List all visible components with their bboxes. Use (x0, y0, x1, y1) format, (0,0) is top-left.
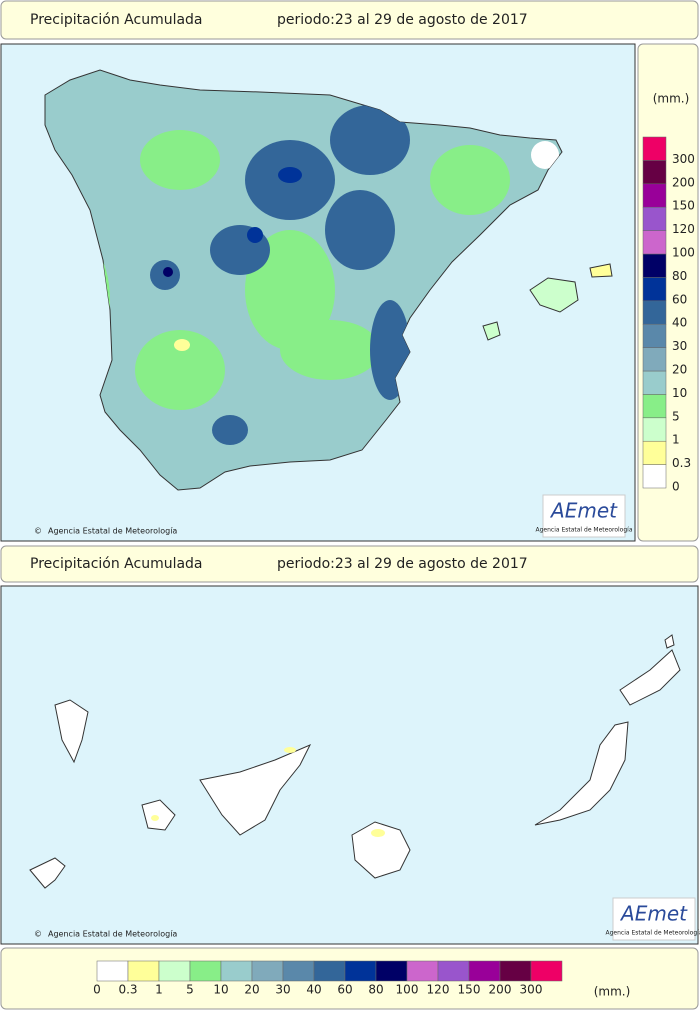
map-title: Precipitación Acumulada (30, 12, 203, 28)
legend-label: 60 (672, 292, 687, 306)
legend-swatch (643, 465, 666, 488)
legend-swatch (376, 961, 407, 981)
legend-label: 10 (672, 386, 687, 400)
legend-swatch (643, 137, 666, 160)
legend-swatch (221, 961, 252, 981)
legend-label: 60 (337, 983, 352, 997)
legend-swatch (531, 961, 562, 981)
legend-swatch (643, 324, 666, 347)
legend-label: 0 (93, 983, 101, 997)
legend-label: 30 (672, 339, 687, 353)
legend-label: 40 (672, 316, 687, 330)
legend-label: 150 (672, 199, 695, 213)
legend-swatch (643, 207, 666, 230)
legend-swatch (643, 277, 666, 300)
rain-area (284, 747, 296, 753)
credit: Agencia Estatal de Meteorología (48, 527, 177, 536)
legend-swatch (643, 160, 666, 183)
legend-swatch (159, 961, 190, 981)
map-panel (1, 586, 698, 944)
credit: Agencia Estatal de Meteorología (48, 930, 177, 939)
legend-label: 150 (458, 983, 481, 997)
legend-swatch (283, 961, 314, 981)
rain-area (371, 829, 385, 837)
legend-swatch (643, 301, 666, 324)
legend-swatch (97, 961, 128, 981)
legend-label: 0.3 (672, 456, 691, 470)
legend-label: 0.3 (118, 983, 137, 997)
legend-swatch (345, 961, 376, 981)
credit: © (34, 930, 42, 939)
legend-label: 300 (520, 983, 543, 997)
legend-label: 20 (244, 983, 259, 997)
legend-label: 80 (368, 983, 383, 997)
legend-swatch (407, 961, 438, 981)
legend-units: (mm.) (653, 92, 690, 106)
legend-label: 200 (672, 175, 695, 189)
legend-label: 120 (672, 222, 695, 236)
logo: AEmet (549, 499, 618, 523)
legend-label: 1 (155, 983, 163, 997)
legend-label: 30 (275, 983, 290, 997)
legend-swatch (190, 961, 221, 981)
rain-area (151, 815, 159, 821)
map-period: periodo:23 al 29 de agosto de 2017 (277, 556, 528, 572)
map-period: periodo:23 al 29 de agosto de 2017 (277, 12, 528, 28)
legend-label: 100 (396, 983, 419, 997)
legend-label: 200 (489, 983, 512, 997)
logo-subtitle: Agencia Estatal de Meteorología (606, 930, 700, 937)
legend-swatch (500, 961, 531, 981)
legend-swatch (314, 961, 345, 981)
legend-label: 120 (427, 983, 450, 997)
legend-swatch (128, 961, 159, 981)
credit: © (34, 527, 42, 536)
legend-label: 100 (672, 246, 695, 260)
legend-units: (mm.) (594, 985, 631, 999)
legend-swatch (643, 348, 666, 371)
legend-swatch (643, 394, 666, 417)
legend-label: 10 (213, 983, 228, 997)
logo-subtitle: Agencia Estatal de Meteorología (536, 527, 633, 534)
legend-swatch (643, 418, 666, 441)
legend-swatch (643, 184, 666, 207)
legend-label: 300 (672, 152, 695, 166)
legend-swatch (643, 441, 666, 464)
legend-label: 40 (306, 983, 321, 997)
logo: AEmet (619, 902, 688, 926)
map-title: Precipitación Acumulada (30, 556, 203, 572)
legend-label: 0 (672, 480, 680, 494)
legend-swatch (469, 961, 500, 981)
legend-label: 5 (186, 983, 194, 997)
legend-label: 1 (672, 433, 680, 447)
legend-swatch (643, 231, 666, 254)
legend-label: 20 (672, 363, 687, 377)
legend-label: 80 (672, 269, 687, 283)
legend-label: 5 (672, 409, 680, 423)
legend-swatch (643, 254, 666, 277)
legend-swatch (643, 371, 666, 394)
legend-swatch (438, 961, 469, 981)
legend-swatch (252, 961, 283, 981)
